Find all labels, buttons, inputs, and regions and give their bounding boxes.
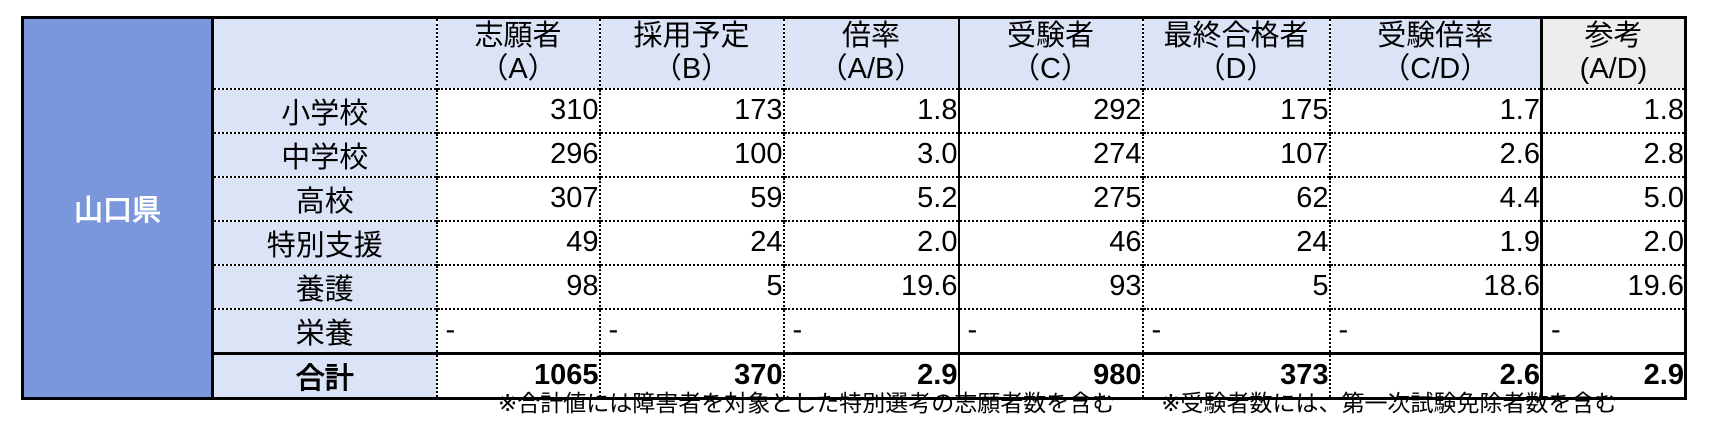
footnote-total-note: ※合計値には障害者を対象とした特別選考の志願者数を含む — [498, 390, 1116, 416]
cell-value: 1.9 — [1328, 219, 1542, 265]
cell-value: 62 — [1141, 175, 1330, 221]
cell-value: 5 — [1141, 263, 1330, 309]
row-label: 栄養 — [212, 307, 437, 353]
cell-value: 5 — [598, 263, 784, 309]
cell-value: 1.7 — [1328, 87, 1542, 133]
corner-cell — [212, 17, 437, 89]
table-row-elementary: 小学校 310 173 1.8 292 175 1.7 1.8 — [23, 87, 1686, 133]
column-header-examinees: 受験者 （C） — [957, 17, 1143, 89]
column-title: 受験倍率 — [1377, 20, 1494, 53]
column-header-final-passers: 最終合格者 （D） — [1141, 17, 1330, 89]
column-title: 倍率 — [841, 20, 900, 53]
table-row-nutrition: 栄養 - - - - - - - — [23, 307, 1686, 353]
cell-value: 292 — [957, 87, 1143, 133]
cell-value: 4.4 — [1328, 175, 1542, 221]
cell-value: 296 — [435, 131, 600, 177]
cell-value: - — [598, 307, 784, 353]
header-row: 山口県 志願者 （A） 採用予定 （B） 倍率 （A/B） 受験者 （C） 最終… — [22, 17, 1686, 398]
column-code: (A/D) — [1579, 53, 1648, 86]
cell-value: 5.0 — [1540, 175, 1686, 221]
cell-value: 107 — [1141, 131, 1330, 177]
cell-value: 93 — [957, 263, 1143, 309]
cell-value: - — [435, 307, 600, 353]
cell-value: 46 — [957, 219, 1143, 265]
cell-value: 175 — [1141, 87, 1330, 133]
column-title: 参考 — [1584, 20, 1643, 53]
cell-value: 98 — [435, 263, 600, 309]
cell-value: 307 — [435, 175, 600, 221]
cell-value: - — [957, 307, 1143, 353]
cell-value: 5.2 — [782, 175, 959, 221]
footnotes: ※合計値には障害者を対象とした特別選考の志願者数を含む ※受験者数には、第一次試… — [498, 384, 1618, 418]
column-title: 志願者 — [474, 20, 562, 53]
cell-value: 274 — [957, 131, 1143, 177]
cell-value: 24 — [598, 219, 784, 265]
cell-value: 310 — [435, 87, 600, 133]
cell-value: 49 — [435, 219, 600, 265]
column-code: （D） — [1196, 53, 1276, 86]
column-code: （B） — [652, 53, 731, 86]
row-label: 高校 — [212, 175, 437, 221]
row-label: 養護 — [212, 263, 437, 309]
column-title: 最終合格者 — [1163, 20, 1309, 53]
column-title: 採用予定 — [633, 20, 750, 53]
cell-value: - — [782, 307, 959, 353]
cell-value: 1.8 — [1540, 87, 1686, 133]
cell-value: 2.0 — [782, 219, 959, 265]
cell-value: 24 — [1141, 219, 1330, 265]
cell-value: 1.8 — [782, 87, 959, 133]
cell-value: 2.9 — [1540, 351, 1686, 398]
column-header-exam-ratio-cd: 受験倍率 （C/D） — [1328, 17, 1542, 89]
column-header-applicants: 志願者 （A） — [435, 17, 600, 89]
column-title: 受験者 — [1006, 20, 1094, 53]
cell-value: 1065 — [435, 351, 600, 398]
cell-value: 59 — [598, 175, 784, 221]
cell-value: 2.0 — [1540, 219, 1686, 265]
table-row-total: 合計 1065 370 2.9 980 373 2.6 2.9 — [23, 351, 1686, 398]
cell-value: - — [1141, 307, 1330, 353]
row-label: 中学校 — [212, 131, 437, 177]
table-row-special-support: 特別支援 49 24 2.0 46 24 1.9 2.0 — [23, 219, 1686, 265]
column-code: （C） — [1011, 53, 1090, 86]
cell-value: 100 — [598, 131, 784, 177]
cell-value: 370 — [598, 351, 784, 398]
footnote-examinee-note: ※受験者数には、第一次試験免除者数を含む — [1161, 390, 1618, 416]
table-row-high-school: 高校 307 59 5.2 275 62 4.4 5.0 — [23, 175, 1686, 221]
cell-value: 18.6 — [1328, 263, 1542, 309]
table-row-nursing: 養護 98 5 19.6 93 5 18.6 19.6 — [23, 263, 1686, 309]
table-row-junior-high: 中学校 296 100 3.0 274 107 2.6 2.8 — [23, 131, 1686, 177]
column-code: （A） — [479, 53, 557, 86]
cell-value: 2.8 — [1540, 131, 1686, 177]
cell-value: 19.6 — [1540, 263, 1686, 309]
cell-value: 373 — [1141, 351, 1330, 398]
cell-value: 2.6 — [1328, 351, 1542, 398]
column-code: （C/D） — [1381, 53, 1490, 86]
cell-value: 980 — [957, 351, 1143, 398]
column-header-planned-hires: 採用予定 （B） — [598, 17, 784, 89]
row-label: 小学校 — [212, 87, 437, 133]
cell-value: - — [1328, 307, 1542, 353]
column-header-reference-ad: 参考 (A/D) — [1540, 17, 1686, 89]
cell-value: 275 — [957, 175, 1143, 221]
row-label: 合計 — [212, 351, 437, 398]
cell-value: 2.9 — [782, 351, 959, 398]
row-label: 特別支援 — [212, 219, 437, 265]
cell-value: - — [1540, 307, 1686, 353]
column-header-ratio-ab: 倍率 （A/B） — [782, 17, 959, 89]
cell-value: 2.6 — [1328, 131, 1542, 177]
recruitment-stats-table: 山口県 志願者 （A） 採用予定 （B） 倍率 （A/B） 受験者 （C） 最終… — [21, 16, 1687, 400]
cell-value: 173 — [598, 87, 784, 133]
cell-value: 3.0 — [782, 131, 959, 177]
column-code: （A/B） — [818, 53, 924, 86]
prefecture-cell: 山口県 — [22, 17, 214, 398]
cell-value: 19.6 — [782, 263, 959, 309]
